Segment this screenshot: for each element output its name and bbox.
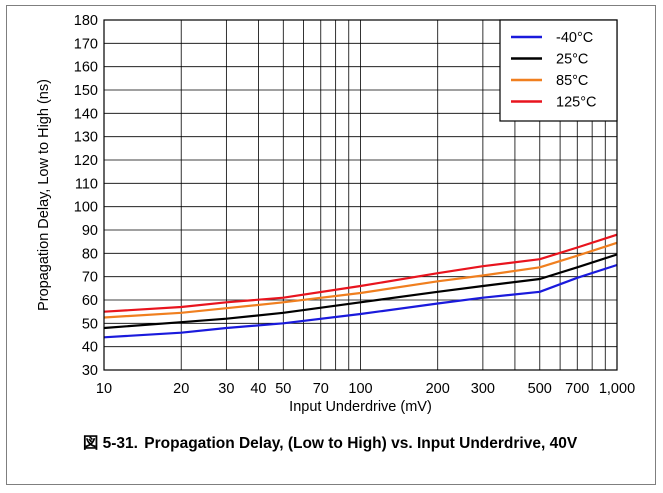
y-tick-label: 160 [74,60,98,76]
x-tick-label: 500 [528,381,552,397]
x-tick-label: 1,000 [599,381,635,397]
y-tick-label: 70 [82,270,98,286]
x-tick-label: 300 [471,381,495,397]
tick-labels: 30 40 50 60 70 80 90 100 110 120 130 140 150 160 170 18… [74,13,635,397]
y-tick-label: 140 [74,106,98,122]
figure-caption: 図 5-31. Propagation Delay, (Low to High)… [14,434,646,454]
x-tick-label: 100 [348,381,372,397]
series-line [103,253,618,330]
legend-label: -40°C [556,30,593,46]
y-tick-label: 100 [74,200,98,216]
series-line [103,263,618,339]
y-tick-label: 180 [74,13,98,29]
x-tick-label: 40 [250,381,266,397]
y-tick-label: 90 [82,223,98,239]
figure-caption-text: Propagation Delay, (Low to High) vs. Inp… [144,435,578,452]
series-line [103,241,618,319]
x-tick-label: 20 [173,381,189,397]
plot-border [103,19,618,371]
legend-label: 85°C [556,73,588,89]
y-tick-label: 120 [74,153,98,169]
y-tick-label: 170 [74,36,98,52]
legend-label: 25°C [556,52,588,68]
series-layer [103,233,618,339]
x-axis-label: Input Underdrive (mV) [289,399,432,415]
y-tick-label: 80 [82,246,98,262]
x-tick-label: 70 [313,381,329,397]
x-tick-label: 50 [275,381,291,397]
y-tick-label: 30 [82,363,98,379]
legend: -40°C 25°C 85°C 125°C [499,19,618,122]
x-tick-label: 10 [96,381,112,397]
x-tick-label: 30 [218,381,234,397]
x-tick-label: 200 [426,381,450,397]
y-tick-label: 50 [82,316,98,332]
y-tick-label: 130 [74,130,98,146]
y-tick-label: 110 [75,176,98,192]
series-line [103,233,618,313]
legend-label: 125°C [556,95,596,111]
figure-label: 図 5-31. [82,435,138,452]
y-tick-label: 150 [74,83,98,99]
y-tick-label: 40 [82,340,98,356]
y-tick-label: 60 [82,293,98,309]
y-axis-label: Propagation Delay, Low to High (ns) [36,79,52,311]
x-tick-label: 700 [565,381,589,397]
